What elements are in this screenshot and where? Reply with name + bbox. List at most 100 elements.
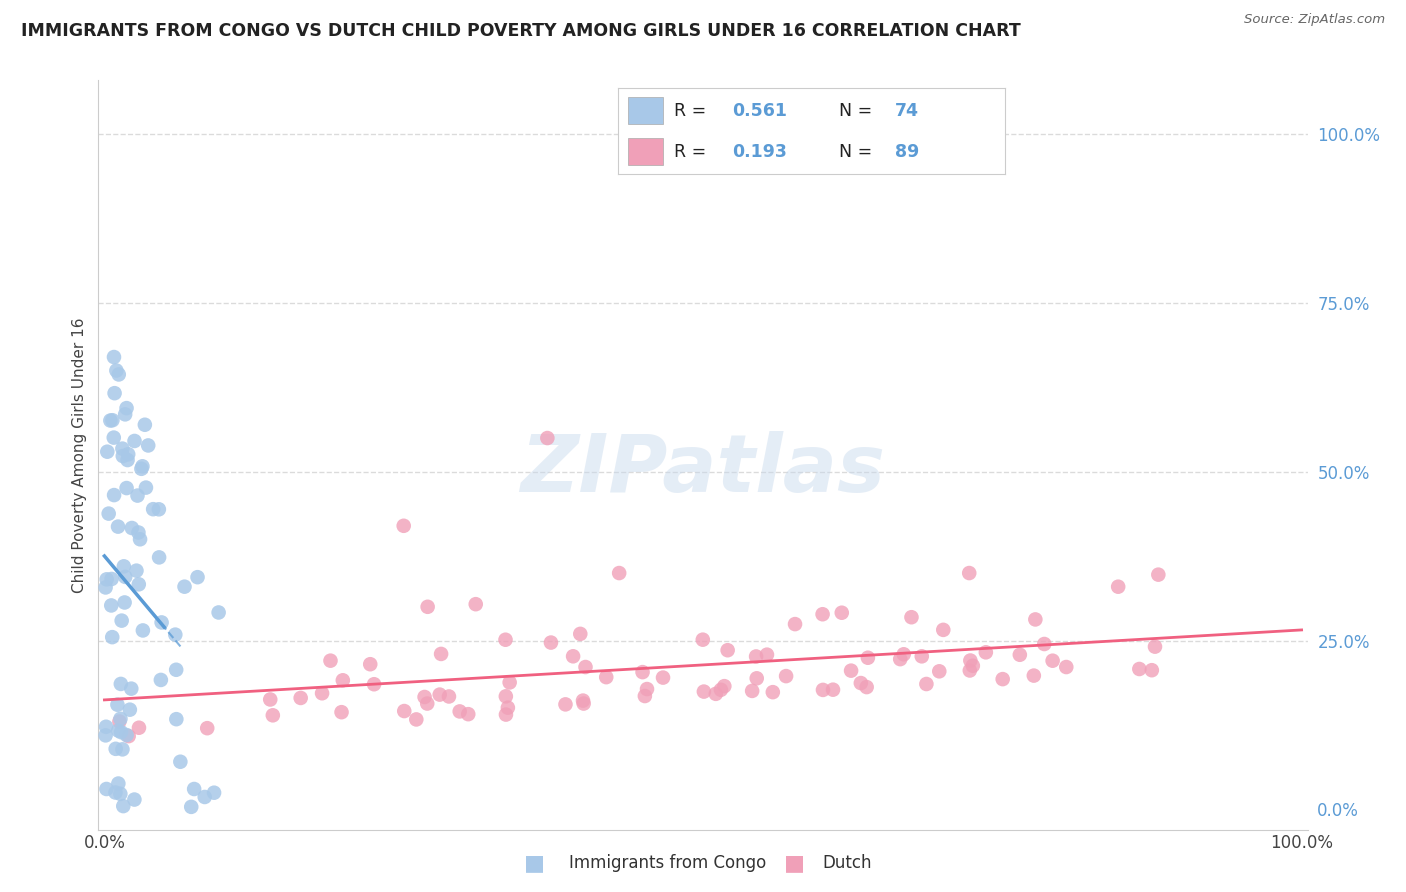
Point: [495, 690, 517, 704]
Text: Immigrants from Congo: Immigrants from Congo: [569, 855, 766, 872]
Point: [1128, 662, 1150, 676]
Point: [183, 782, 205, 797]
Point: [202, 786, 225, 800]
Point: [169, 755, 191, 769]
Point: [186, 570, 208, 584]
Point: [108, 714, 131, 729]
Point: [330, 705, 353, 719]
Point: [991, 672, 1014, 686]
Point: [110, 712, 132, 726]
Point: [1022, 668, 1045, 682]
Point: [103, 431, 125, 445]
Text: Source: ZipAtlas.com: Source: ZipAtlas.com: [1244, 13, 1385, 27]
Point: [1033, 637, 1056, 651]
Point: [554, 698, 576, 712]
Point: [974, 645, 997, 659]
Point: [821, 682, 844, 697]
Point: [783, 617, 806, 632]
Point: [97, 507, 120, 521]
Point: [110, 677, 132, 691]
Point: [111, 742, 134, 756]
Point: [855, 680, 877, 694]
Point: [704, 687, 727, 701]
Point: [148, 550, 170, 565]
Point: [928, 665, 950, 679]
Point: [125, 564, 148, 578]
Point: [915, 677, 938, 691]
Point: [115, 481, 138, 495]
Point: [94, 728, 117, 742]
Point: [1140, 663, 1163, 677]
Point: [96, 444, 118, 458]
Point: [100, 599, 122, 613]
Point: [117, 447, 139, 461]
Point: [1024, 612, 1046, 626]
Point: [124, 792, 146, 806]
Point: [572, 693, 595, 707]
Point: [96, 572, 118, 586]
Point: [457, 707, 479, 722]
Point: [811, 682, 834, 697]
Point: [114, 408, 136, 422]
Point: [112, 559, 135, 574]
Point: [495, 707, 517, 722]
Point: [363, 677, 385, 691]
Point: [103, 386, 125, 401]
Point: [165, 627, 187, 641]
Point: [1107, 580, 1129, 594]
Point: [631, 665, 654, 679]
Point: [856, 650, 879, 665]
Point: [96, 782, 118, 797]
Point: [128, 577, 150, 591]
Text: ■: ■: [524, 854, 544, 873]
Point: [127, 489, 149, 503]
Point: [107, 776, 129, 790]
Point: [311, 686, 333, 700]
Point: [165, 663, 187, 677]
Point: [332, 673, 354, 688]
Point: [464, 597, 486, 611]
Point: [107, 723, 129, 738]
Point: [103, 350, 125, 364]
Point: [636, 681, 658, 696]
Point: [207, 606, 229, 620]
Text: ■: ■: [785, 854, 804, 873]
Point: [932, 623, 955, 637]
Point: [710, 682, 733, 697]
Point: [572, 697, 595, 711]
Point: [136, 438, 159, 452]
Point: [430, 647, 453, 661]
Point: [319, 654, 342, 668]
Point: [1042, 654, 1064, 668]
Point: [811, 607, 834, 622]
Point: [101, 413, 124, 427]
Point: [692, 632, 714, 647]
Point: [132, 624, 155, 638]
Point: [562, 649, 585, 664]
Point: [607, 566, 630, 580]
Point: [107, 519, 129, 533]
Point: [101, 630, 124, 644]
Point: [775, 669, 797, 683]
Point: [94, 581, 117, 595]
Point: [118, 703, 141, 717]
Point: [392, 518, 415, 533]
Point: [449, 705, 471, 719]
Point: [128, 721, 150, 735]
Point: [1054, 660, 1077, 674]
Point: [173, 580, 195, 594]
Point: [127, 525, 149, 540]
Point: [498, 675, 520, 690]
Text: IMMIGRANTS FROM CONGO VS DUTCH CHILD POVERTY AMONG GIRLS UNDER 16 CORRELATION CH: IMMIGRANTS FROM CONGO VS DUTCH CHILD POV…: [21, 22, 1021, 40]
Point: [959, 653, 981, 667]
Point: [259, 692, 281, 706]
Point: [107, 698, 129, 712]
Point: [849, 676, 872, 690]
Text: ZIPatlas: ZIPatlas: [520, 431, 886, 509]
Point: [359, 657, 381, 672]
Point: [962, 658, 984, 673]
Point: [112, 799, 135, 814]
Point: [195, 721, 218, 735]
Point: [839, 664, 862, 678]
Point: [262, 708, 284, 723]
